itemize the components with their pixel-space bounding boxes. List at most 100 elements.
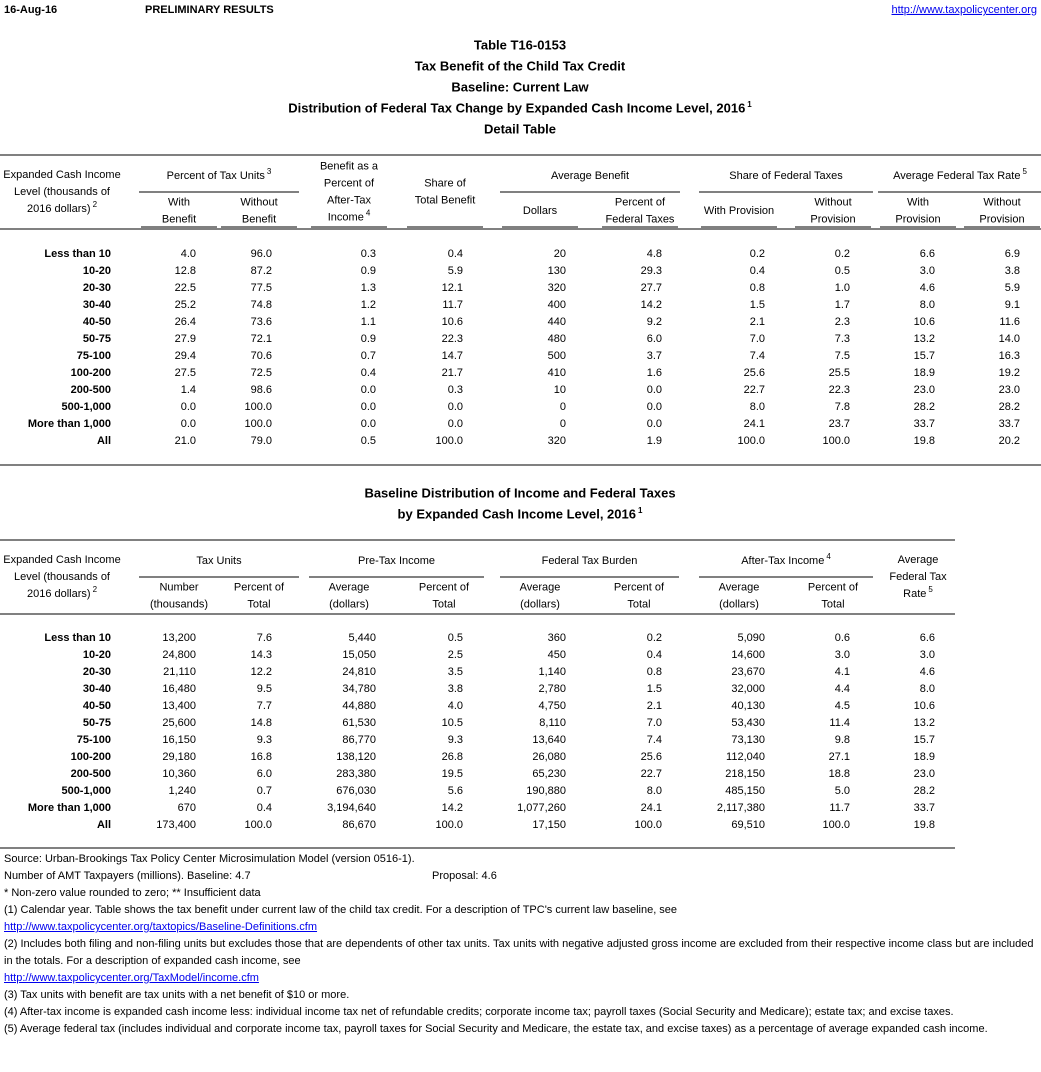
row-label: 75-100 [77,734,111,746]
cell: 0.7 [361,350,376,362]
tables: 16-Aug-16 PRELIMINARY RESULTS http://www… [0,4,1041,849]
cell: 15,050 [342,649,376,661]
row-label: Less than 10 [44,248,111,260]
cell: 4.1 [835,666,850,678]
cell: 79.0 [251,435,272,447]
cell: 13.2 [914,717,935,729]
cell: 19.5 [442,768,463,780]
cell: 1.3 [361,282,376,294]
cell: 23.0 [999,384,1020,396]
cell: 130 [548,265,566,277]
cell: 20.2 [999,435,1020,447]
cell: 3.5 [448,666,463,678]
cell: 0.0 [448,401,463,413]
cell: 72.5 [251,367,272,379]
row-label: 200-500 [71,768,111,780]
cell: 1.5 [647,683,662,695]
cell: 0.0 [647,401,662,413]
row-label: 200-500 [71,384,111,396]
cell: 1.0 [835,282,850,294]
column-header: Provision [895,213,940,225]
cell: 100.0 [435,435,463,447]
cell: 13,640 [532,734,566,746]
cell: 27.1 [829,751,850,763]
cell: 16.3 [999,350,1020,362]
cell: 23.0 [914,384,935,396]
cell: 21.0 [175,435,196,447]
column-header: Average [898,554,939,566]
cell: 15.7 [914,350,935,362]
cell: 6.6 [920,632,935,644]
cell: 14.8 [251,717,272,729]
column-header: Benefit [162,213,196,225]
row-label: 40-50 [83,316,111,328]
cell: 77.5 [251,282,272,294]
column-header: Percent of [808,581,859,593]
cell: 19.2 [999,367,1020,379]
cell: 3,194,640 [327,802,376,814]
footnote-link[interactable]: http://www.taxpolicycenter.org/TaxModel/… [4,972,259,984]
cell: 4.8 [647,248,662,260]
cell: 100.0 [244,401,272,413]
column-header: (dollars) [719,598,759,610]
cell: 19.8 [914,435,935,447]
cell: 4.0 [448,700,463,712]
cell: 14.0 [999,333,1020,345]
column-header: With [168,196,190,208]
column-header: (dollars) [329,598,369,610]
cell: 7.0 [647,717,662,729]
cell: 25.2 [175,299,196,311]
footnotes: Source: Urban-Brookings Tax Policy Cente… [4,851,1038,1038]
cell: 9.1 [1005,299,1020,311]
site-link[interactable]: http://www.taxpolicycenter.org [891,4,1037,16]
cell: 8.0 [750,401,765,413]
column-header: Percent of [419,581,470,593]
row-label: 40-50 [83,700,111,712]
footnote-link[interactable]: http://www.taxpolicycenter.org/taxtopics… [4,921,318,933]
cell: 72.1 [251,333,272,345]
cell: 10.5 [442,717,463,729]
cell: 3.0 [835,649,850,661]
cell: 283,380 [336,768,376,780]
footnote-link-row: http://www.taxpolicycenter.org/TaxModel/… [4,970,1038,987]
cell: 2,117,380 [717,802,765,814]
cell: 61,530 [342,717,376,729]
cell: 0.0 [181,401,196,413]
cell: 100.0 [737,435,765,447]
cell: 7.3 [835,333,850,345]
cell: 6.0 [647,333,662,345]
cell: 2.5 [448,649,463,661]
cell: 96.0 [251,248,272,260]
table-title: by Expanded Cash Income Level, 2016 1 [398,506,643,521]
column-header: Percent of [614,581,665,593]
cell: 0.4 [361,367,376,379]
cell: 11.6 [999,316,1020,328]
cell: 16,480 [162,683,196,695]
cell: 100.0 [244,418,272,430]
cell: 25,600 [162,717,196,729]
cell: 73,130 [731,734,765,746]
cell: 5,440 [348,632,376,644]
cell: 218,150 [725,768,765,780]
cell: 10.6 [442,316,463,328]
cell: 480 [548,333,566,345]
row-label: 100-200 [71,367,111,379]
cell: 19.8 [914,819,935,831]
cell: 98.6 [251,384,272,396]
cell: 440 [548,316,566,328]
cell: 87.2 [251,265,272,277]
superscript: 2 [93,585,98,594]
stub-header: Level (thousands of [14,186,111,198]
cell: 27.9 [175,333,196,345]
cell: 3.7 [647,350,662,362]
cell: 0.6 [835,632,850,644]
cell: 3.0 [920,265,935,277]
cell: 29.3 [641,265,662,277]
cell: 25.6 [641,751,662,763]
cell: 1.6 [647,367,662,379]
stub-header: 2016 dollars) 2 [27,200,98,215]
superscript: 5 [928,585,933,594]
footnote: (5) Average federal tax (includes indivi… [4,1023,988,1035]
column-header: Without [240,196,277,208]
